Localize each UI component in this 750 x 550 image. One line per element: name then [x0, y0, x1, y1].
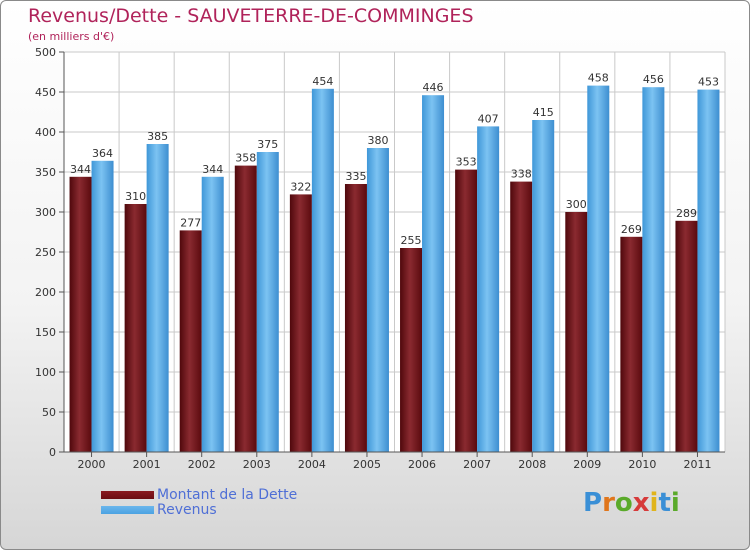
y-tick-label: 500 — [35, 46, 56, 59]
proxiti-logo: Proxiti — [583, 488, 680, 518]
x-tick-label: 2006 — [408, 458, 436, 471]
bar-dette — [400, 248, 423, 452]
bar-dette — [344, 184, 367, 452]
data-label: 454 — [312, 75, 333, 88]
bar-dette — [289, 194, 312, 452]
bar-dette — [69, 176, 92, 453]
bar-dette — [234, 165, 257, 452]
axes: 0 50 100 150 200 250 300 350 400 450 500 2000 2001 20… — [35, 46, 725, 471]
x-tick-label: 2002 — [188, 458, 216, 471]
x-tick-label: 2007 — [463, 458, 491, 471]
data-label: 344 — [70, 163, 91, 176]
logo-letter: o — [614, 488, 633, 518]
bar-revenus — [477, 126, 500, 453]
y-tick-label: 200 — [35, 286, 56, 299]
bar-dette — [565, 212, 588, 452]
data-label: 380 — [367, 134, 388, 147]
data-label: 322 — [290, 180, 311, 193]
chart-subtitle: (en milliers d'€) — [28, 30, 115, 43]
x-tick-label: 2001 — [133, 458, 161, 471]
data-label: 453 — [698, 76, 719, 89]
data-label: 456 — [643, 73, 664, 86]
data-label: 415 — [533, 106, 554, 119]
data-label: 446 — [423, 81, 444, 94]
bar-revenus — [366, 148, 389, 452]
logo-letter: i — [670, 488, 680, 518]
logo-letter: i — [649, 488, 659, 518]
legend-label-revenus: Revenus — [157, 502, 217, 518]
bar-dette — [675, 220, 698, 452]
bar-revenus — [311, 88, 334, 453]
bar-dette — [179, 230, 202, 452]
data-label: 364 — [92, 147, 113, 160]
bar-revenus — [91, 160, 114, 453]
y-tick-label: 300 — [35, 206, 56, 219]
data-label: 269 — [621, 223, 642, 236]
logo-letter: t — [658, 488, 671, 518]
data-label: 358 — [235, 152, 256, 165]
data-label: 407 — [478, 112, 499, 125]
y-tick-label: 100 — [35, 366, 56, 379]
data-label: 335 — [345, 170, 366, 183]
y-tick-label: 450 — [35, 86, 56, 99]
data-label: 353 — [456, 156, 477, 169]
y-tick-label: 250 — [35, 246, 56, 259]
bar-dette — [124, 204, 147, 452]
x-tick-label: 2009 — [573, 458, 601, 471]
data-label: 344 — [202, 163, 223, 176]
bar-revenus — [146, 144, 169, 452]
logo-letter: P — [583, 488, 603, 518]
legend-swatch-revenus — [101, 506, 154, 514]
data-label: 289 — [676, 207, 697, 220]
data-label: 385 — [147, 130, 168, 143]
y-tick-label: 350 — [35, 166, 56, 179]
bar-revenus — [422, 95, 445, 452]
legend-swatch-dette — [101, 491, 154, 499]
data-label: 255 — [401, 234, 422, 247]
bar-revenus — [256, 152, 279, 452]
data-label: 277 — [180, 216, 201, 229]
data-label: 310 — [125, 190, 146, 203]
x-tick-label: 2000 — [78, 458, 106, 471]
legend-label-dette: Montant de la Dette — [157, 487, 298, 503]
y-tick-label: 150 — [35, 326, 56, 339]
bar-revenus — [201, 176, 224, 453]
x-tick-label: 2008 — [518, 458, 546, 471]
x-tick-label: 2011 — [683, 458, 711, 471]
x-tick-label: 2005 — [353, 458, 381, 471]
y-tick-label: 400 — [35, 126, 56, 139]
y-tick-label: 50 — [42, 406, 56, 419]
bar-revenus — [532, 120, 555, 452]
bar-revenus — [697, 89, 720, 452]
bar-dette — [455, 169, 478, 452]
bar-dette — [620, 236, 643, 452]
data-labels: 3443643103852773443583753224543353802554… — [70, 72, 719, 247]
logo-letter: r — [602, 488, 615, 518]
bars — [69, 85, 720, 453]
data-label: 375 — [257, 138, 278, 151]
bar-revenus — [642, 87, 665, 452]
data-label: 458 — [588, 72, 609, 85]
x-tick-label: 2003 — [243, 458, 271, 471]
bar-revenus — [587, 85, 610, 452]
chart-title: Revenus/Dette - SAUVETERRE-DE-COMMINGES — [28, 5, 474, 27]
x-tick-label: 2010 — [628, 458, 656, 471]
data-label: 338 — [511, 168, 532, 181]
y-tick-label: 0 — [49, 446, 56, 459]
logo-letter: x — [632, 488, 650, 518]
x-tick-label: 2004 — [298, 458, 326, 471]
data-label: 300 — [566, 198, 587, 211]
grid — [63, 51, 726, 453]
bar-dette — [510, 181, 533, 452]
